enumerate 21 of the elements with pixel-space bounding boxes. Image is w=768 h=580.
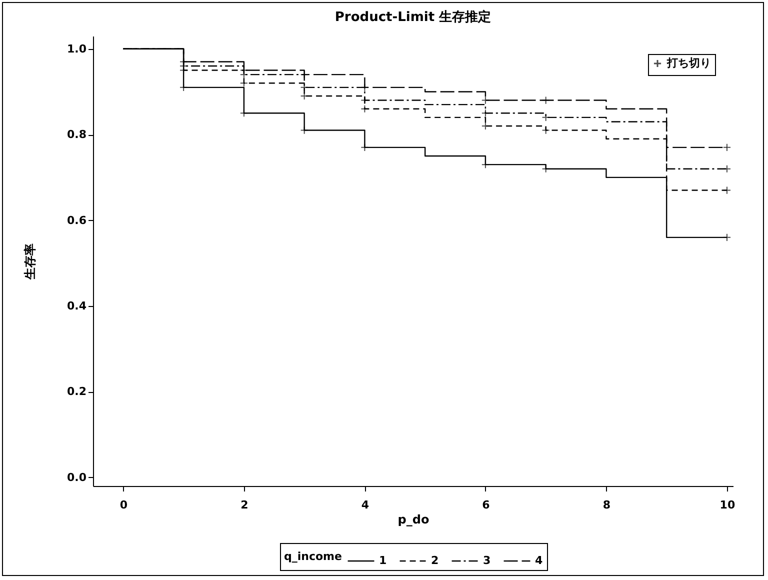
- legend-label: 2: [431, 554, 439, 567]
- x-tick-label: 8: [602, 498, 611, 512]
- x-tick-label: 4: [361, 498, 370, 512]
- x-tick-label: 2: [240, 498, 248, 512]
- y-tick-label: 0.2: [67, 385, 86, 398]
- x-axis-title: p_do: [398, 512, 430, 526]
- y-axis-title: 生存率: [23, 244, 38, 280]
- x-tick-label: 6: [482, 498, 490, 512]
- legend-label: 3: [483, 554, 491, 567]
- legend-title: q_income: [284, 550, 342, 563]
- chart-title: Product-Limit 生存推定: [334, 9, 492, 25]
- x-tick-label: 10: [720, 498, 736, 512]
- y-tick-label: 0.6: [67, 214, 87, 227]
- legend-label: 1: [379, 554, 387, 567]
- y-tick-label: 0.4: [67, 300, 87, 312]
- y-tick-label: 1.0: [67, 42, 87, 56]
- y-tick-label: 0.0: [67, 470, 87, 484]
- y-tick-label: 0.8: [67, 128, 86, 142]
- legend-label: 打ち切り: [666, 56, 711, 70]
- legend-label: 4: [535, 554, 543, 567]
- x-tick-label: 0: [120, 498, 128, 512]
